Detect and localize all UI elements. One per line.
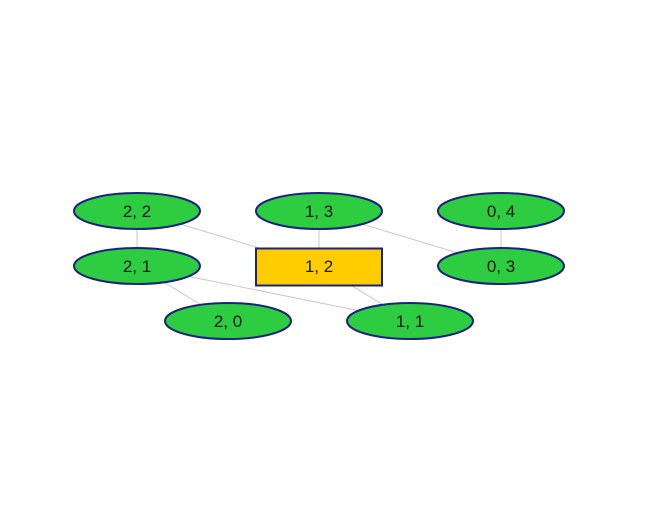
node-rectangle[interactable] bbox=[255, 247, 383, 287]
node-n04[interactable]: 0, 4 bbox=[437, 192, 565, 230]
node-n20[interactable]: 2, 0 bbox=[164, 302, 292, 340]
node-n11[interactable]: 1, 1 bbox=[346, 302, 474, 340]
node-label: 2, 0 bbox=[214, 312, 242, 331]
node-label: 2, 2 bbox=[123, 202, 151, 221]
node-ellipse[interactable] bbox=[164, 302, 292, 340]
node-ellipse[interactable] bbox=[73, 247, 201, 285]
node-label: 1, 2 bbox=[305, 257, 333, 276]
node-ellipse[interactable] bbox=[346, 302, 474, 340]
node-n13[interactable]: 1, 3 bbox=[255, 192, 383, 230]
node-label: 2, 1 bbox=[123, 257, 151, 276]
node-label: 1, 3 bbox=[305, 202, 333, 221]
nodes-layer: 2, 2 1, 3 0, 4 2, 1 1, 2 0, 3 2, 0 1, 1 bbox=[73, 192, 565, 340]
node-n22[interactable]: 2, 2 bbox=[73, 192, 201, 230]
node-ellipse[interactable] bbox=[255, 192, 383, 230]
node-label: 1, 1 bbox=[396, 312, 424, 331]
node-label: 0, 4 bbox=[487, 202, 515, 221]
node-n12[interactable]: 1, 2 bbox=[255, 247, 383, 287]
node-n21[interactable]: 2, 1 bbox=[73, 247, 201, 285]
node-ellipse[interactable] bbox=[437, 192, 565, 230]
node-ellipse[interactable] bbox=[437, 247, 565, 285]
node-ellipse[interactable] bbox=[73, 192, 201, 230]
node-n03[interactable]: 0, 3 bbox=[437, 247, 565, 285]
node-label: 0, 3 bbox=[487, 257, 515, 276]
